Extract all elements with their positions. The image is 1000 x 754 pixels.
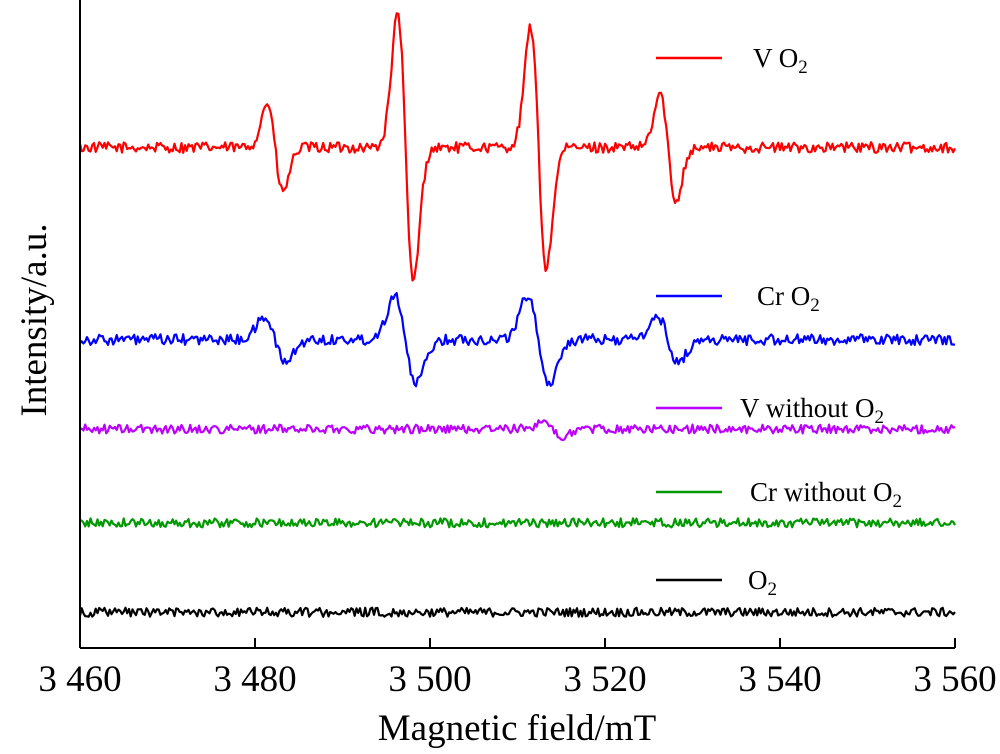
legend-label-o2: O2 [748,565,777,600]
x-tick-label: 3 480 [213,659,296,700]
legend-label-v_no_o2: V without O2 [740,393,884,428]
x-axis-title: Magnetic field/mT [378,708,656,749]
x-tick-label: 3 520 [563,659,646,700]
series-line-cr_o2 [79,292,956,388]
legend-label-v_o2: V O2 [753,43,808,78]
x-tick-label: 3 500 [388,659,471,700]
x-tick-label: 3 540 [738,659,821,700]
series-line-v_no_o2 [79,419,956,442]
legend-label-cr_no_o2: Cr without O2 [750,477,902,512]
plot-area [78,12,956,618]
series-line-v_o2 [78,12,956,282]
series-line-o2 [78,606,956,618]
legend-label-cr_o2: Cr O2 [757,281,820,316]
axes [79,0,955,649]
x-ticks: 3 460 3 480 3 500 3 520 3 540 3 560 [38,638,997,700]
x-tick-label: 3 560 [913,659,996,700]
legend: V O2 Cr O2 V without O2 Cr without O2 O2 [656,43,902,600]
y-axis-title: Intensity/a.u. [14,223,55,416]
x-tick-label: 3 460 [38,659,121,700]
series-line-cr_no_o2 [79,517,956,529]
